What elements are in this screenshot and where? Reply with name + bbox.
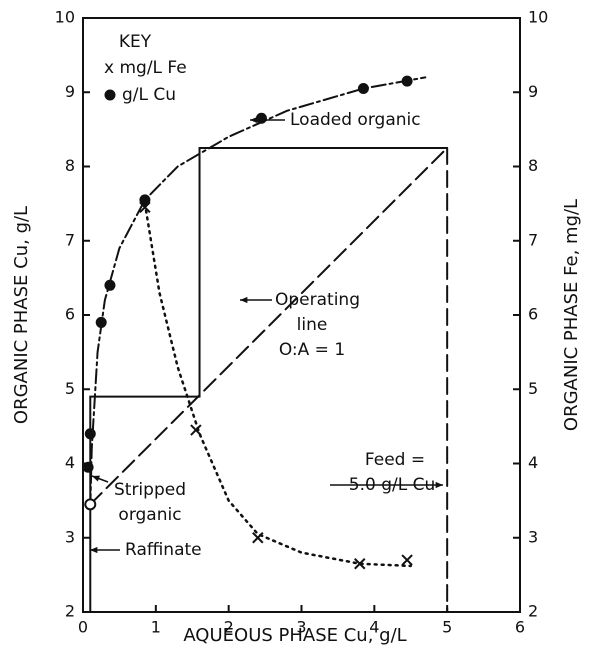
legend-marker xyxy=(104,89,116,101)
y-tick-label: 7 xyxy=(65,230,75,249)
x-tick-label: 0 xyxy=(78,618,88,637)
curve xyxy=(89,146,449,506)
arrow-head xyxy=(90,546,98,554)
x-tick-label: 4 xyxy=(369,618,379,637)
y2-tick-label: 4 xyxy=(528,453,538,472)
y2-tick-label: 8 xyxy=(528,156,538,175)
fe-point xyxy=(190,424,202,436)
x-tick-label: 6 xyxy=(515,618,525,637)
arrow-head xyxy=(250,116,258,124)
y2-tick-label: 6 xyxy=(528,305,538,324)
annotation: organic xyxy=(118,505,181,525)
y-tick-label: 6 xyxy=(65,305,75,324)
y2-tick-label: 10 xyxy=(528,8,548,27)
cu-point xyxy=(95,316,107,328)
arrow-head xyxy=(240,296,248,304)
cu-point xyxy=(84,428,96,440)
curve xyxy=(89,76,427,510)
y-tick-label: 9 xyxy=(65,82,75,101)
stripped-point xyxy=(84,498,97,511)
cu-point xyxy=(255,112,267,124)
annotation: O:A = 1 xyxy=(279,340,345,360)
fe-point xyxy=(401,554,413,566)
annotation: Stripped xyxy=(114,480,186,500)
annotation: Raffinate xyxy=(125,540,202,560)
y-tick-label: 8 xyxy=(65,156,75,175)
cu-point xyxy=(104,279,116,291)
x-tick-label: 5 xyxy=(442,618,452,637)
cu-point xyxy=(401,75,413,87)
arrow-head xyxy=(92,475,100,482)
y2-tick-label: 7 xyxy=(528,230,538,249)
y-tick-label: 2 xyxy=(65,602,75,621)
legend-label: x mg/L Fe xyxy=(104,58,187,78)
y2-axis-label: ORGANIC PHASE Fe, mg/L xyxy=(561,199,582,431)
x-axis-label: AQUEOUS PHASE Cu, g/L xyxy=(183,625,406,646)
y-tick-label: 5 xyxy=(65,379,75,398)
y2-tick-label: 2 xyxy=(528,602,538,621)
legend-label: g/L Cu xyxy=(122,85,176,105)
curve xyxy=(143,202,412,568)
cu-point xyxy=(82,461,94,473)
y2-tick-label: 5 xyxy=(528,379,538,398)
x-tick-label: 2 xyxy=(224,618,234,637)
y2-tick-label: 9 xyxy=(528,82,538,101)
legend-title: KEY xyxy=(119,32,152,52)
annotation: Feed = xyxy=(365,450,425,470)
y2-tick-label: 3 xyxy=(528,527,538,546)
cu-point xyxy=(139,194,151,206)
x-tick-label: 3 xyxy=(296,618,306,637)
annotation: Operating xyxy=(275,290,360,310)
annotation: line xyxy=(297,315,328,335)
y-tick-label: 3 xyxy=(65,527,75,546)
fe-point xyxy=(252,532,264,544)
annotation: Loaded organic xyxy=(290,110,421,130)
x-tick-label: 1 xyxy=(151,618,161,637)
cu-point xyxy=(357,83,369,95)
y-axis-label: ORGANIC PHASE Cu, g/L xyxy=(11,206,32,424)
fe-point xyxy=(354,558,366,570)
y-tick-label: 10 xyxy=(55,8,75,27)
arrow-head xyxy=(435,481,443,489)
y-tick-label: 4 xyxy=(65,453,75,472)
